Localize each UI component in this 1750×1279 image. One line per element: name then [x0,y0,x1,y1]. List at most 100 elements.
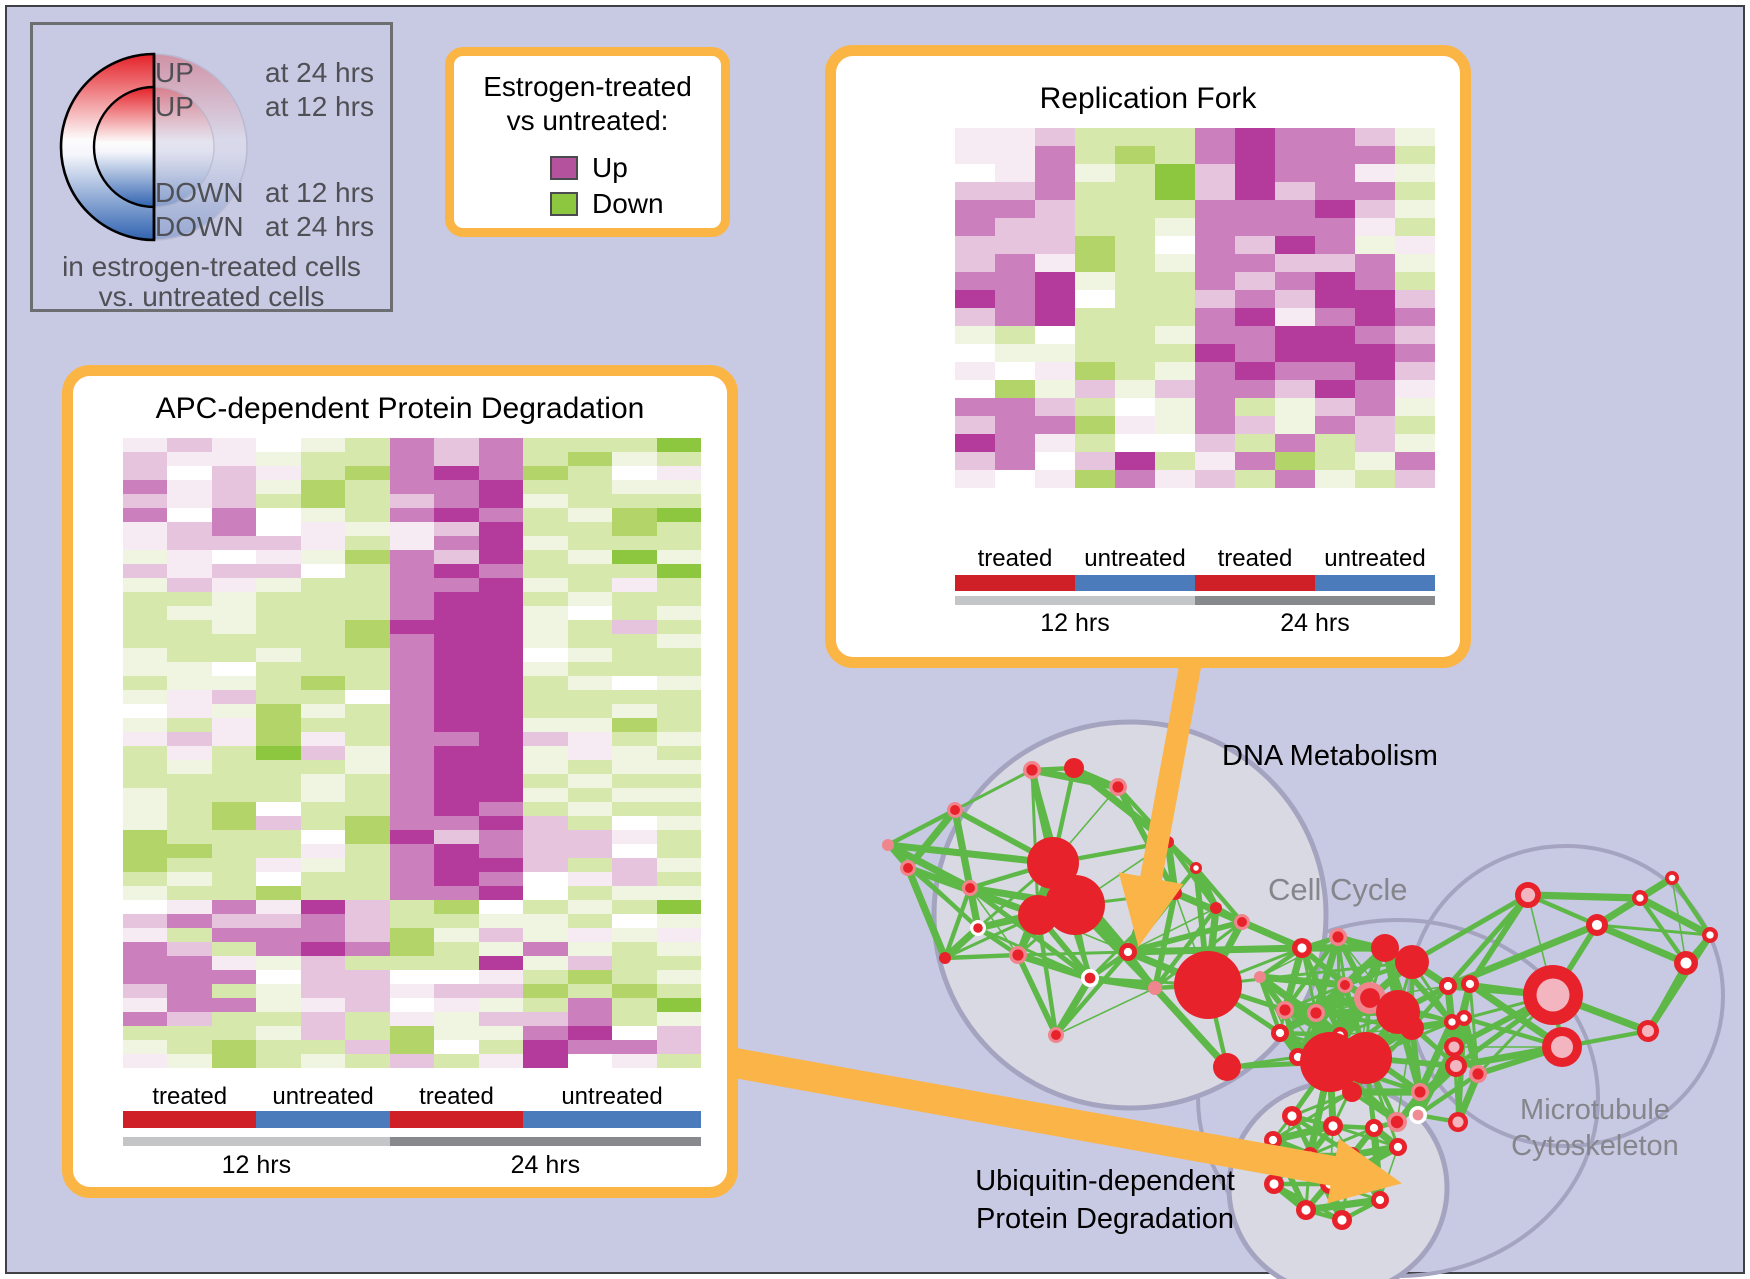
condition-label-treated: treated [419,1083,494,1110]
heatmap-cell [612,858,657,872]
heatmap-cell [167,956,212,970]
cluster-label-microtubule-cytoskeleton: Microtubule Cytoskeleton [1480,1092,1710,1164]
heatmap-cell [656,774,702,788]
heatmap-cell [1075,182,1115,200]
heatmap-cell [1195,326,1235,344]
network-node [1641,1024,1655,1038]
heatmap-cell [1235,164,1275,182]
heatmap-row [123,830,702,844]
condition-bar-untreated [256,1111,390,1128]
heatmap-cell [1315,200,1355,218]
heatmap-row [123,816,702,830]
network-edge [954,768,1033,812]
heatmap-cell [211,676,257,690]
heatmap-cell [1395,434,1435,452]
time-bars [123,1137,701,1146]
heatmap-cell [256,480,301,494]
heatmap-cell [1355,254,1395,272]
heatmap-cell [300,718,346,732]
heatmap-cell [656,886,702,900]
network-edge [1035,914,1059,1036]
heatmap-cell [256,452,301,466]
heatmap-cell [656,508,702,522]
network-node [1412,1109,1424,1121]
heatmap-cell [1315,362,1355,380]
heatmap-cell [211,872,257,886]
heatmap-cell [1035,308,1075,326]
heatmap-cell [1155,290,1195,308]
heatmap-cell [1355,380,1395,398]
heatmap-cell [300,522,346,536]
heatmap-cell [567,872,613,886]
network-node [1369,1123,1379,1133]
heatmap-cell [523,858,568,872]
heatmap-cell [478,466,524,480]
heatmap-cell [612,788,657,802]
heatmap-cell [955,272,995,290]
heatmap-cell [434,844,479,858]
heatmap-cell [300,704,346,718]
heatmap-cell [955,200,995,218]
network-edge [1638,896,1688,965]
network-node [1210,902,1222,914]
heatmap-cell [523,830,568,844]
heatmap-cell [211,466,257,480]
heatmap-cell [211,984,257,998]
heatmap-cell [478,732,524,746]
heatmap-cell [612,1040,657,1054]
heatmap-cell [656,690,702,704]
heatmap-cell [300,914,346,928]
heatmap-cell [567,466,613,480]
heatmap-cell [167,606,212,620]
heatmap-cell [434,984,479,998]
heatmap-cell [478,1040,524,1054]
heatmap-cell [434,788,479,802]
network-node [1536,978,1570,1012]
heatmap-cell [567,522,613,536]
heatmap-cell [434,914,479,928]
heatmap-cell [1035,128,1075,146]
heatmap-cell [612,998,657,1012]
heatmap-cell [1315,128,1355,146]
heatmap-cell [612,620,657,634]
network-edge [1127,944,1303,956]
network-node [1400,1016,1424,1040]
heatmap-cell [567,606,613,620]
heatmap-cell [1315,308,1355,326]
heatmap-cell [345,508,390,522]
heatmap-cell [256,886,301,900]
network-edge [1127,919,1243,955]
condition-label-treated: treated [1217,545,1293,572]
heatmap-cell [995,290,1035,308]
heatmap-cell [1235,200,1275,218]
heatmap-cell [567,942,613,956]
heatmap-cell [434,928,479,942]
heatmap-cell [211,1040,257,1054]
heatmap-cell [167,844,212,858]
heatmap-row [955,218,1435,236]
heatmap-cell [1275,164,1315,182]
network-edge [944,952,1019,961]
network-edge [1414,1045,1458,1117]
heatmap-cell [345,998,390,1012]
heatmap-cell [167,466,212,480]
heatmap-cell [389,452,435,466]
heatmap-cell [656,620,702,634]
heatmap-cell [1075,146,1115,164]
condition-bar-untreated [523,1111,701,1128]
heatmap-cell [434,886,479,900]
network-node [1360,988,1380,1008]
heatmap-cell [1315,272,1355,290]
heatmap-cell [955,326,995,344]
network-node [1018,895,1058,935]
heatmap-cell [1035,272,1075,290]
heatmap-cell [256,746,301,760]
heatmap-cell [1115,146,1155,164]
heatmap-cell [167,634,212,648]
heatmap-cell [523,620,568,634]
heatmap-cell [567,508,613,522]
heatmap-cell [1315,416,1355,434]
heatmap-cell [1235,272,1275,290]
down-label: Down [592,188,664,219]
condition-label-treated: treated [152,1083,228,1110]
